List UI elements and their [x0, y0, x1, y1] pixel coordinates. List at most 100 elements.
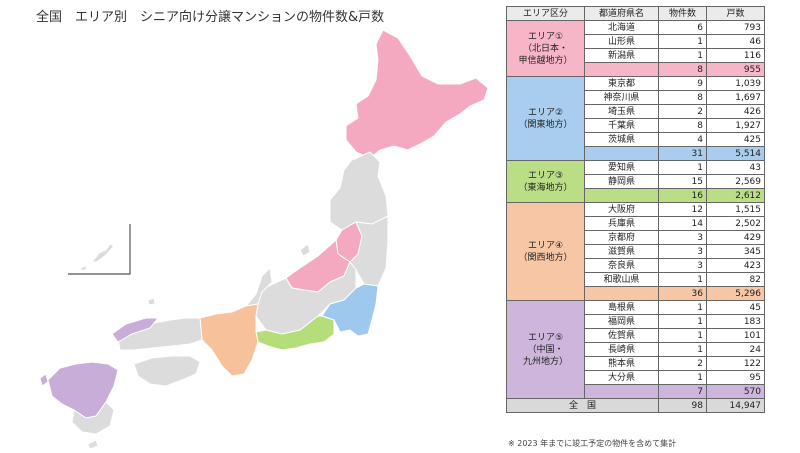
area-label-cell: エリア④ （関西地方）: [506, 202, 585, 301]
prefecture-cell: 京都府: [584, 230, 659, 245]
count-cell: 3: [658, 230, 707, 245]
oki-island: [147, 297, 156, 306]
units-cell: 82: [706, 272, 765, 287]
tohoku-north-region: [329, 151, 389, 231]
count-cell: 3: [658, 258, 707, 273]
units-cell: 1,927: [706, 118, 765, 133]
prefecture-cell: 奈良県: [584, 258, 659, 273]
prefecture-cell: 東京都: [584, 76, 659, 91]
area-label-cell: エリア③ （東海地方）: [506, 160, 585, 203]
table-row: 茨城県 4 425: [507, 132, 765, 147]
count-cell: 8: [658, 90, 707, 105]
prefecture-cell: 北海道: [584, 20, 659, 35]
table-header-row: エリア区分 都道府県名 物件数 戸数: [506, 6, 765, 21]
subtotal-spacer: [584, 286, 659, 301]
japan-map: [39, 29, 489, 450]
units-cell: 1,515: [706, 202, 765, 217]
tanegashima-island: [87, 439, 99, 450]
units-cell: 2,502: [706, 216, 765, 231]
units-cell: 183: [706, 314, 765, 329]
area-label-cell: エリア⑤ （中国・ 九州地方）: [506, 300, 585, 399]
subtotal-row: 8 955: [507, 62, 765, 77]
units-cell: 101: [706, 328, 765, 343]
subtotal-count: 36: [658, 286, 707, 301]
count-cell: 15: [658, 174, 707, 189]
subtotal-units: 570: [706, 384, 765, 399]
prefecture-cell: 佐賀県: [584, 328, 659, 343]
subtotal-units: 2,612: [706, 188, 765, 203]
count-cell: 9: [658, 76, 707, 91]
prefecture-cell: 福岡県: [584, 314, 659, 329]
okinawa-island: [90, 243, 115, 263]
count-cell: 12: [658, 202, 707, 217]
subtotal-units: 5,296: [706, 286, 765, 301]
total-units: 14,947: [706, 398, 765, 413]
subtotal-count: 8: [658, 62, 707, 77]
prefecture-cell: 島根県: [584, 300, 659, 315]
column-header: エリア区分: [506, 6, 585, 21]
units-cell: 425: [706, 132, 765, 147]
count-cell: 6: [658, 20, 707, 35]
units-cell: 423: [706, 258, 765, 273]
total-row: 全 国 98 14,947: [506, 398, 765, 413]
count-cell: 1: [658, 160, 707, 175]
prefecture-cell: 茨城県: [584, 132, 659, 147]
subtotal-spacer: [584, 146, 659, 161]
total-count: 98: [658, 398, 707, 413]
units-cell: 95: [706, 370, 765, 385]
prefecture-cell: 愛知県: [584, 160, 659, 175]
units-cell: 1,697: [706, 90, 765, 105]
units-cell: 429: [706, 230, 765, 245]
kyushu-region: [47, 361, 119, 419]
column-header: 戸数: [706, 6, 765, 21]
prefecture-cell: 長崎県: [584, 342, 659, 357]
count-cell: 1: [658, 34, 707, 49]
table-row: 福岡県 1 183: [507, 314, 765, 329]
count-cell: 4: [658, 132, 707, 147]
units-cell: 43: [706, 160, 765, 175]
okinawa-small-island: [79, 265, 88, 272]
table-row: 和歌山県 1 82: [507, 272, 765, 287]
subtotal-count: 31: [658, 146, 707, 161]
table-row: 新潟県 1 116: [507, 48, 765, 63]
units-cell: 345: [706, 244, 765, 259]
tokai-region: [255, 315, 335, 351]
subtotal-spacer: [584, 384, 659, 399]
prefecture-cell: 山形県: [584, 34, 659, 49]
subtotal-row: 36 5,296: [507, 286, 765, 301]
prefecture-cell: 千葉県: [584, 118, 659, 133]
count-cell: 2: [658, 356, 707, 371]
prefecture-cell: 兵庫県: [584, 216, 659, 231]
count-cell: 1: [658, 272, 707, 287]
subtotal-count: 16: [658, 188, 707, 203]
table-row: エリア⑤ （中国・ 九州地方） 島根県 1 45: [506, 300, 765, 399]
units-cell: 122: [706, 356, 765, 371]
count-cell: 1: [658, 48, 707, 63]
subtotal-count: 7: [658, 384, 707, 399]
shikoku-region: [133, 355, 201, 387]
prefecture-cell: 大分県: [584, 370, 659, 385]
subtotal-units: 5,514: [706, 146, 765, 161]
count-cell: 1: [658, 342, 707, 357]
table-row: エリア② （関東地方） 東京都 9 1,039: [506, 76, 765, 161]
count-cell: 3: [658, 244, 707, 259]
goto-island: [39, 373, 49, 387]
prefecture-cell: 神奈川県: [584, 90, 659, 105]
kansai-region: [199, 303, 259, 377]
shimane-prefecture: [111, 317, 160, 343]
units-cell: 1,039: [706, 76, 765, 91]
count-cell: 8: [658, 118, 707, 133]
kyushu-south-region: [71, 401, 115, 435]
units-cell: 45: [706, 300, 765, 315]
total-label: 全 国: [506, 398, 659, 413]
count-cell: 1: [658, 300, 707, 315]
column-header: 都道府県名: [584, 6, 659, 21]
table-row: 埼玉県 2 426: [507, 104, 765, 119]
table-row: エリア③ （東海地方） 愛知県 1 43: [506, 160, 765, 203]
prefecture-cell: 新潟県: [584, 48, 659, 63]
table-row: 神奈川県 8 1,697: [507, 90, 765, 105]
units-cell: 46: [706, 34, 765, 49]
footnote: ※ 2023 年までに竣工予定の物件を含めて集計: [508, 439, 677, 448]
count-cell: 2: [658, 104, 707, 119]
prefecture-cell: 埼玉県: [584, 104, 659, 119]
